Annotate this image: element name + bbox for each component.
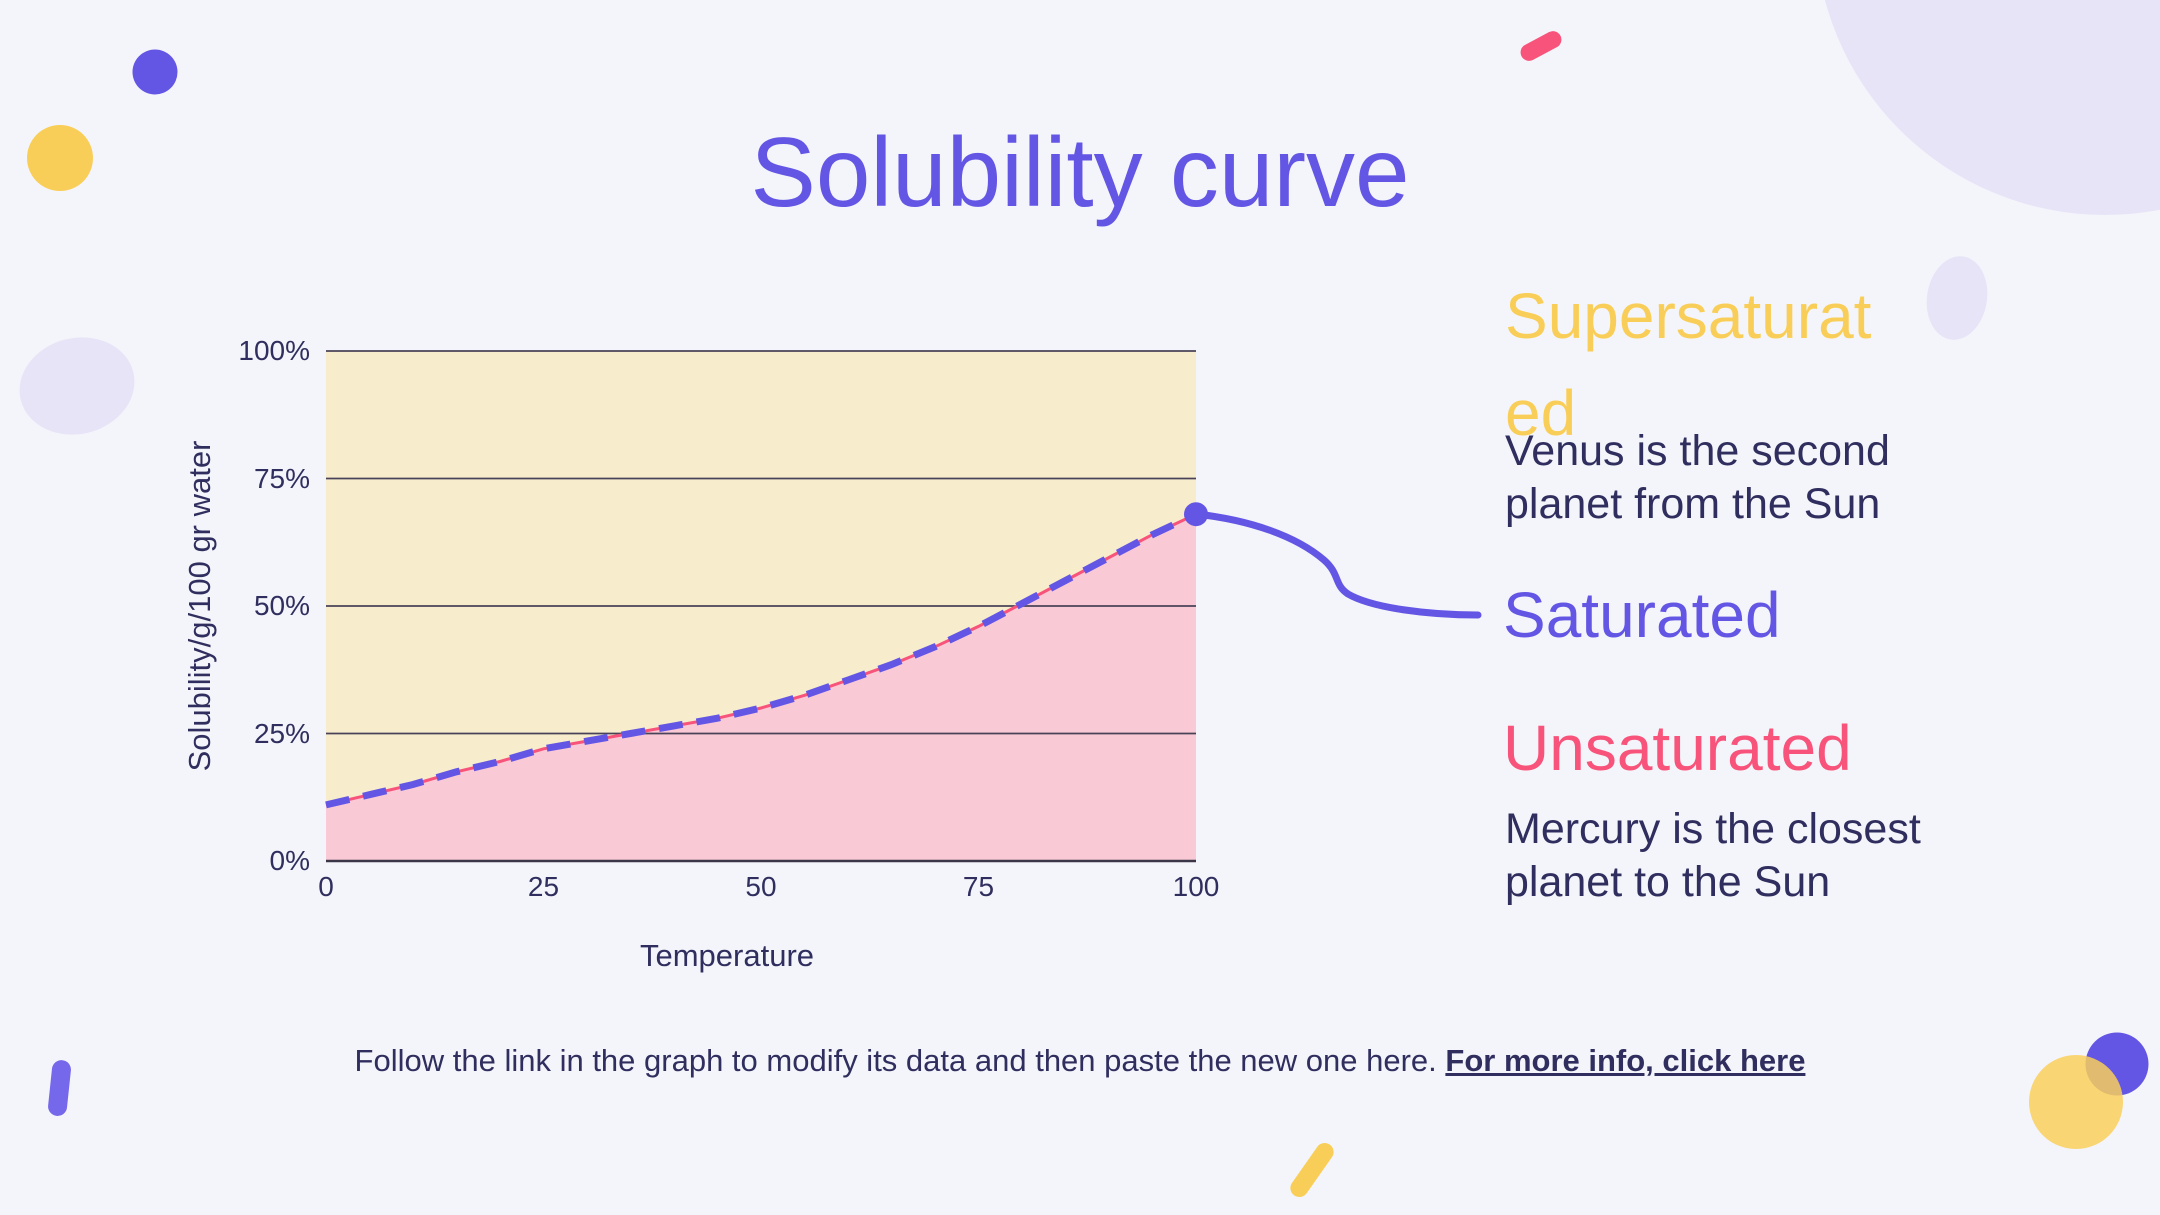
- decor-dash-bottom-yellow: [1290, 1142, 1334, 1198]
- supersaturated-label: Supersaturat ed: [1505, 268, 1871, 462]
- region-unsaturated-fill: [326, 514, 1196, 861]
- y-tick-0: 0%: [269, 845, 310, 876]
- solubility-curve-dashed: [325, 511, 1198, 809]
- y-tick-25: 25%: [253, 717, 310, 749]
- decor-circle-left-yellow: [27, 125, 93, 191]
- footer-more-info-link[interactable]: For more info, click here: [1445, 1043, 1806, 1078]
- x-tick-25: 25: [527, 871, 560, 902]
- y-tick-75: 75%: [253, 462, 310, 494]
- supersaturated-line1: Supersaturat: [1505, 280, 1872, 352]
- decor-circle-bottomright-yellow: [2029, 1055, 2123, 1149]
- supersaturated-line2: ed: [1505, 377, 1577, 449]
- y-tick-50: 50%: [253, 590, 310, 621]
- x-tick-100: 100: [1172, 871, 1220, 902]
- mercury-note: Mercury is the closest planet to the Sun: [1505, 805, 1921, 906]
- venus-note: Venus is the second planet from the Sun: [1505, 427, 1890, 528]
- decor-circle-topleft-purple: [132, 49, 178, 95]
- slide-title: Solubility curve: [750, 117, 1410, 227]
- unsaturated-label: Unsaturated: [1503, 712, 1852, 784]
- footer-text: Follow the link in the graph to modify i…: [354, 1043, 1446, 1078]
- footer: Follow the link in the graph to modify i…: [0, 1041, 2160, 1081]
- decor-blob-left-lavender: [19, 337, 135, 435]
- x-tick-0: 0: [318, 871, 334, 902]
- y-tick-100: 100%: [238, 335, 310, 366]
- decor-dash-bottomleft-purple: [48, 1060, 71, 1116]
- saturated-label: Saturated: [1503, 579, 1781, 651]
- decor-egg-right-lavender: [1926, 256, 1988, 340]
- x-tick-75: 75: [962, 871, 995, 902]
- decor-blob-topright-lavender: [1824, 0, 2160, 215]
- decor-dash-topright-pink: [1520, 31, 1562, 61]
- x-axis-title: Temperature: [639, 938, 815, 973]
- x-tick-50: 50: [745, 871, 777, 902]
